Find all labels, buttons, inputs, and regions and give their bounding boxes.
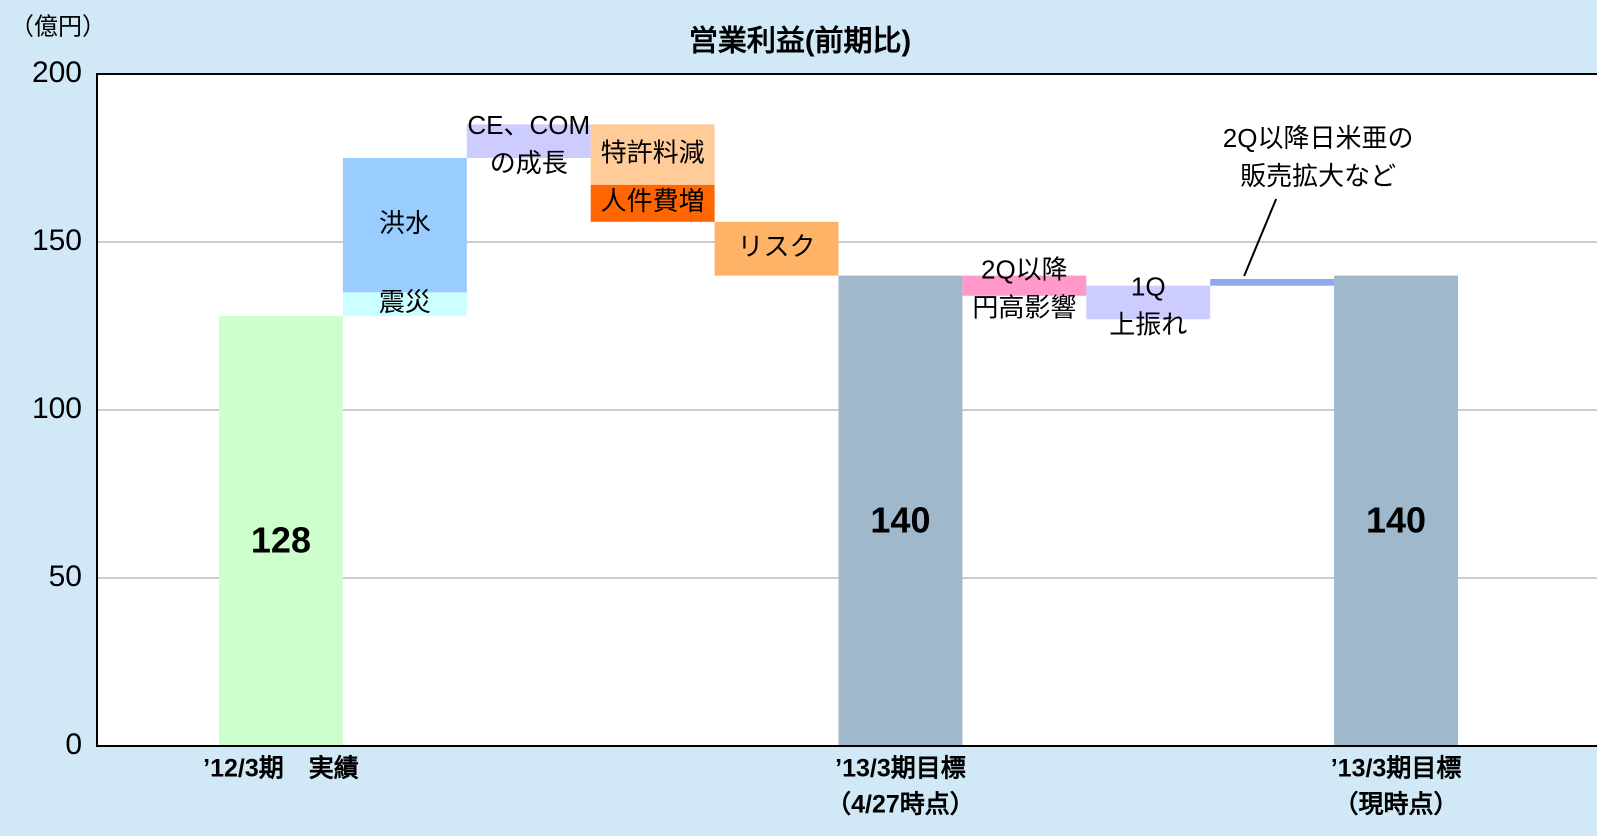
total-bar: [838, 275, 963, 746]
step-bar: [590, 124, 715, 185]
value-label: 128: [251, 519, 311, 560]
y-tick-label: 150: [32, 224, 82, 257]
bar-label: 震災: [379, 287, 431, 317]
x-tick-label: （現時点）: [1334, 790, 1459, 819]
leader-line: [1243, 198, 1278, 277]
x-tick-label: ’12/3期 実績: [203, 754, 359, 783]
value-label: 140: [870, 499, 930, 540]
bar-label: 洪水: [379, 208, 431, 238]
y-tick-label: 200: [32, 56, 82, 89]
x-tick-label: （4/27時点）: [826, 790, 975, 819]
x-tick-label: ’13/3期目標: [1331, 755, 1462, 783]
bar-label: 人件費増: [601, 186, 705, 216]
x-tick-label: ’13/3期目標: [835, 755, 966, 783]
total-bar: [219, 315, 343, 746]
plot-border: [96, 73, 1597, 747]
bar-label: 販売拡大など: [1240, 161, 1396, 191]
step-bar: [590, 184, 715, 222]
bar-label: の成長: [490, 148, 568, 178]
bar-label: 2Q以降日米亜の: [1223, 123, 1414, 153]
step-bar: [1086, 285, 1211, 320]
y-tick-label: 50: [49, 560, 82, 593]
bar-label: 円高影響: [972, 293, 1076, 323]
bar-label: 上振れ: [1109, 309, 1187, 339]
value-label: 140: [1366, 499, 1426, 540]
bar-label: 2Q以降: [981, 255, 1068, 285]
unit-label: （億円）: [10, 13, 106, 40]
total-bar: [1334, 275, 1458, 746]
bar-label: 1Q: [1131, 271, 1166, 301]
bar-label: CE、COM: [467, 110, 590, 140]
step-bar: [714, 221, 839, 276]
step-bar: [1210, 278, 1335, 286]
y-tick-label: 100: [32, 392, 82, 425]
step-bar: [962, 275, 1087, 296]
step-bar: [342, 292, 467, 316]
step-bar: [342, 158, 467, 293]
bar-label: 特許料減: [601, 138, 705, 168]
bar-label: リスク: [738, 232, 816, 262]
step-bar: [466, 124, 591, 158]
chart-title: 営業利益(前期比): [689, 24, 911, 58]
y-tick-label: 0: [65, 728, 82, 761]
